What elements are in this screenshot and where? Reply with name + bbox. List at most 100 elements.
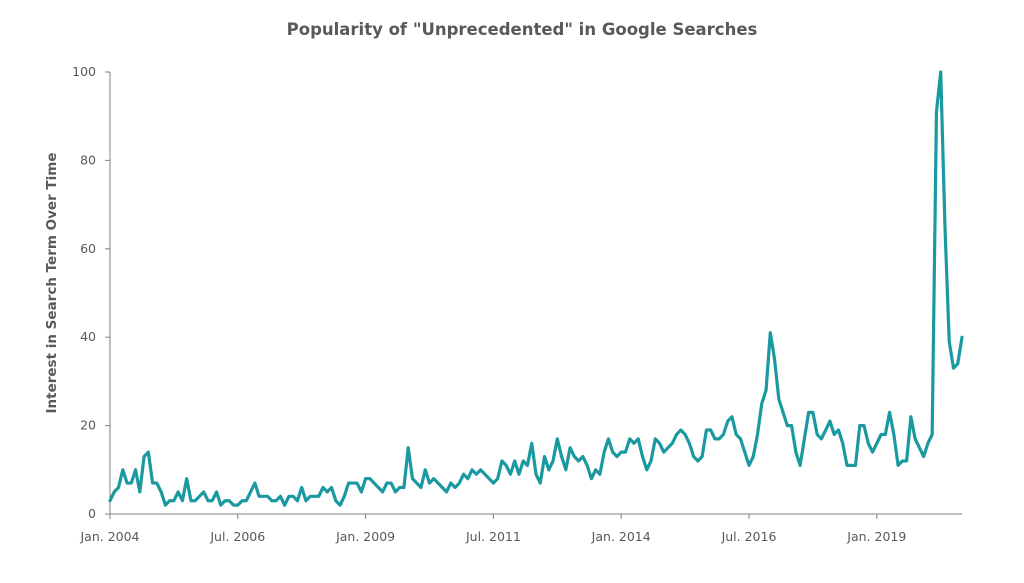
data-point <box>309 495 311 497</box>
data-point <box>181 500 183 502</box>
data-point <box>884 433 886 435</box>
data-point <box>296 500 298 502</box>
data-point <box>790 424 792 426</box>
data-point <box>194 500 196 502</box>
data-point <box>356 482 358 484</box>
data-point <box>646 469 648 471</box>
data-point <box>709 429 711 431</box>
data-point <box>203 491 205 493</box>
data-point <box>539 482 541 484</box>
data-point <box>526 464 528 466</box>
x-tick-label: Jul. 2011 <box>465 529 521 544</box>
data-point <box>531 442 533 444</box>
data-point <box>352 482 354 484</box>
x-tick-label: Jan. 2019 <box>846 529 906 544</box>
data-point <box>428 482 430 484</box>
data-point <box>139 491 141 493</box>
data-point <box>744 451 746 453</box>
data-point <box>752 455 754 457</box>
data-point <box>548 469 550 471</box>
data-point <box>922 455 924 457</box>
data-point <box>654 438 656 440</box>
data-point <box>407 447 409 449</box>
data-point <box>164 504 166 506</box>
data-point <box>113 491 115 493</box>
data-point <box>957 363 959 365</box>
data-point <box>292 495 294 497</box>
data-point <box>799 464 801 466</box>
data-point <box>952 367 954 369</box>
data-point <box>160 491 162 493</box>
data-point <box>458 482 460 484</box>
data-point <box>616 455 618 457</box>
data-point <box>484 473 486 475</box>
data-point <box>680 429 682 431</box>
data-point <box>437 482 439 484</box>
data-point <box>812 411 814 413</box>
data-point <box>769 332 771 334</box>
data-point <box>863 424 865 426</box>
data-point <box>330 486 332 488</box>
data-point <box>126 482 128 484</box>
data-point <box>326 491 328 493</box>
data-point <box>701 455 703 457</box>
data-point <box>569 447 571 449</box>
data-point <box>215 491 217 493</box>
x-tick-label: Jan. 2004 <box>79 529 139 544</box>
data-point <box>433 477 435 479</box>
data-point <box>684 433 686 435</box>
data-point <box>509 473 511 475</box>
data-point <box>134 469 136 471</box>
data-point <box>143 455 145 457</box>
data-point <box>727 420 729 422</box>
data-point <box>961 336 963 338</box>
data-point <box>859 424 861 426</box>
data-point <box>522 460 524 462</box>
data-point <box>671 442 673 444</box>
data-point <box>377 486 379 488</box>
data-point <box>211 500 213 502</box>
data-point <box>624 451 626 453</box>
data-point <box>829 420 831 422</box>
series-line <box>108 70 964 507</box>
data-point <box>122 469 124 471</box>
data-point <box>629 438 631 440</box>
data-point <box>445 491 447 493</box>
data-point <box>279 495 281 497</box>
data-point <box>927 442 929 444</box>
data-point <box>313 495 315 497</box>
data-point <box>633 442 635 444</box>
data-point <box>424 469 426 471</box>
data-point <box>607 438 609 440</box>
data-point <box>914 438 916 440</box>
data-point <box>339 504 341 506</box>
data-point <box>697 460 699 462</box>
data-point <box>577 460 579 462</box>
data-point <box>535 473 537 475</box>
data-point <box>940 71 942 73</box>
data-point <box>880 433 882 435</box>
data-point <box>637 438 639 440</box>
data-point <box>594 469 596 471</box>
data-point <box>475 473 477 475</box>
data-point <box>335 500 337 502</box>
data-point <box>168 500 170 502</box>
data-point <box>931 433 933 435</box>
data-point <box>590 477 592 479</box>
data-point <box>582 455 584 457</box>
data-point <box>514 460 516 462</box>
data-point <box>420 486 422 488</box>
data-point <box>441 486 443 488</box>
data-point <box>411 477 413 479</box>
data-point <box>603 451 605 453</box>
data-point <box>369 477 371 479</box>
data-point <box>462 473 464 475</box>
data-point <box>364 477 366 479</box>
data-point <box>156 482 158 484</box>
data-point <box>390 482 392 484</box>
data-point <box>893 433 895 435</box>
data-point <box>901 460 903 462</box>
data-point <box>450 482 452 484</box>
data-point <box>237 504 239 506</box>
data-point <box>850 464 852 466</box>
